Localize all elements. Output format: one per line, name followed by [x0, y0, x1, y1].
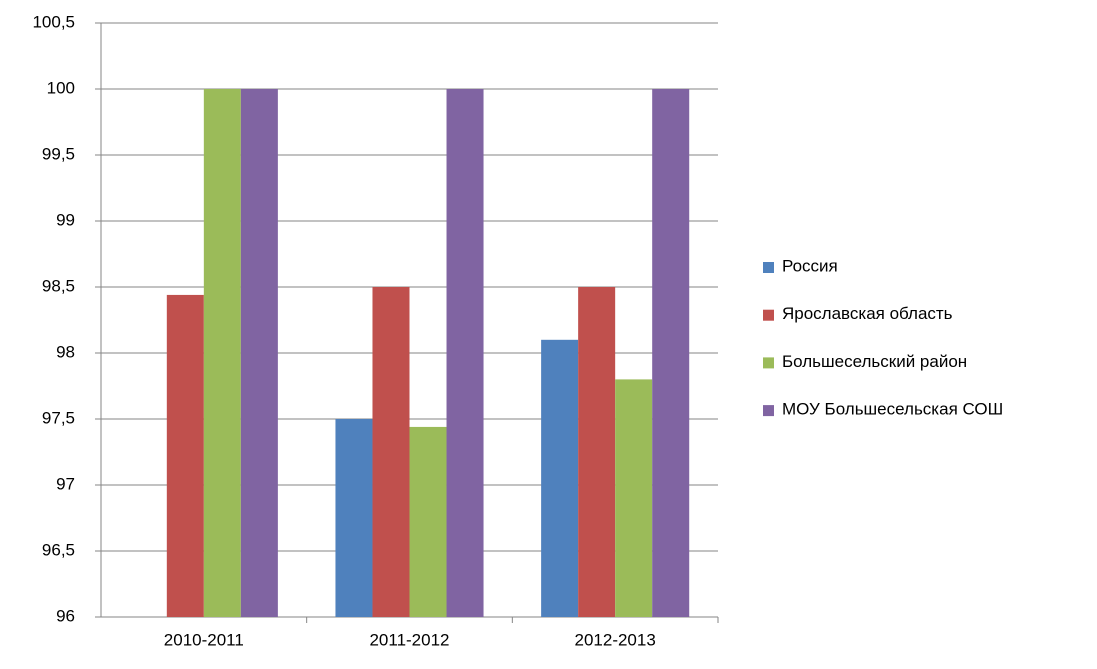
x-tick-label: 2012-2013	[575, 630, 656, 649]
legend-swatch	[763, 357, 774, 369]
bar	[203, 89, 241, 617]
y-tick-label: 99	[56, 210, 75, 229]
legend-swatch	[763, 262, 774, 273]
bar	[372, 287, 410, 617]
x-tick-label: 2011-2012	[369, 630, 449, 649]
y-tick-label: 96	[56, 606, 75, 625]
legend-swatch	[763, 405, 774, 417]
y-tick-label: 97,5	[42, 408, 75, 427]
x-tick-label: 2010-2011	[164, 630, 244, 649]
legend-label: МОУ Большесельская СОШ	[782, 400, 1003, 419]
bar	[166, 294, 204, 617]
legend-label: Россия	[782, 256, 838, 275]
bar	[615, 379, 653, 617]
legend-swatch	[763, 309, 774, 321]
bar	[541, 339, 579, 617]
y-tick-label: 100,5	[32, 12, 75, 31]
bar	[446, 89, 484, 617]
bar	[240, 89, 278, 617]
bar	[335, 419, 373, 617]
y-tick-label: 98	[56, 342, 75, 361]
y-tick-label: 100	[47, 78, 75, 97]
y-tick-label: 99,5	[42, 144, 75, 163]
legend-label: Ярославская область	[782, 304, 953, 323]
bar	[409, 426, 447, 617]
legend-label: Большесельский район	[782, 352, 967, 371]
y-tick-label: 97	[56, 474, 75, 493]
y-tick-label: 98,5	[42, 276, 75, 295]
y-tick-label: 96,5	[42, 540, 75, 559]
bar	[578, 287, 616, 617]
bar	[652, 89, 690, 617]
